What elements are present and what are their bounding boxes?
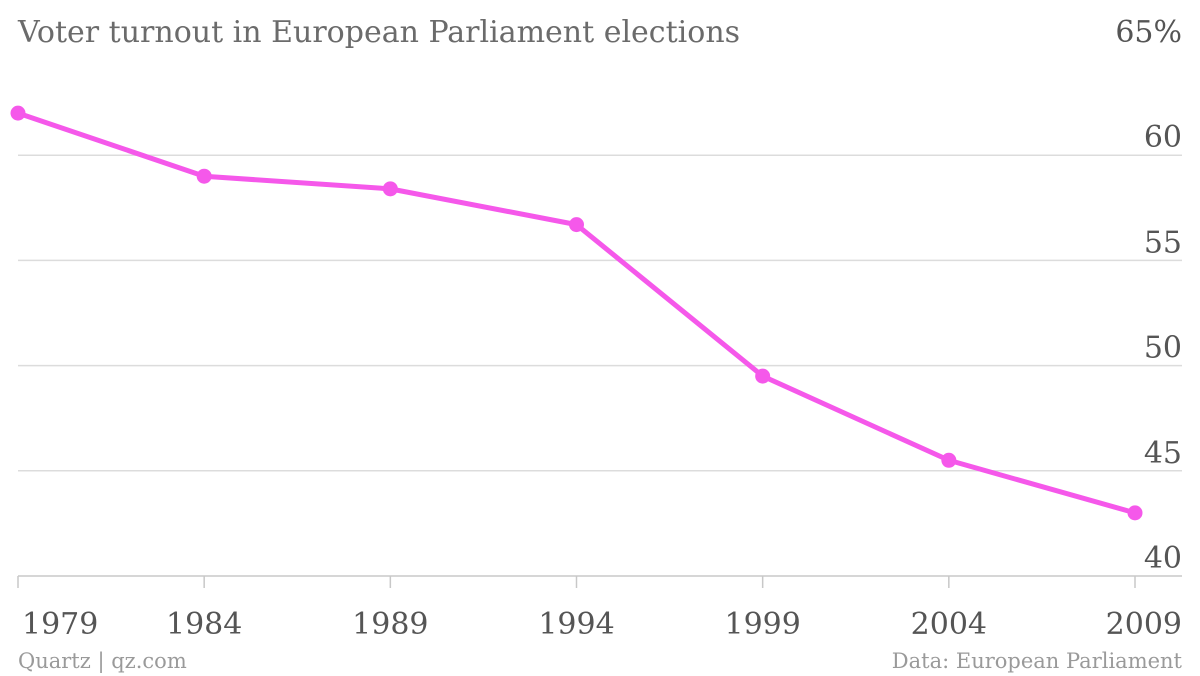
y-tick-label: 55	[1144, 225, 1182, 260]
x-tick-label: 1999	[724, 607, 800, 642]
data-source: Data: European Parliament	[892, 649, 1183, 673]
y-tick-label: 40	[1144, 541, 1182, 576]
x-tick-label: 2004	[911, 607, 987, 642]
x-tick-label: 1979	[22, 607, 98, 642]
data-point	[1127, 505, 1143, 521]
source-credit: Quartz | qz.com	[18, 649, 187, 674]
x-tick-label: 1994	[538, 607, 614, 642]
data-point	[382, 181, 398, 197]
y-tick-label: 60	[1144, 120, 1182, 155]
series-layer	[10, 105, 1143, 521]
chart-title: Voter turnout in European Parliament ele…	[17, 15, 740, 50]
axes: 65% 60 55 50 45 40 1979 1984 1989 1994 1999 2004 200…	[17, 15, 1182, 642]
y-tick-label: 65%	[1115, 15, 1182, 50]
data-point	[10, 105, 26, 121]
data-point	[941, 452, 957, 468]
y-tick-label: 45	[1144, 436, 1182, 471]
series-line	[15, 110, 1138, 516]
x-tick-label: 1984	[166, 607, 242, 642]
gridlines	[18, 154, 1182, 577]
x-tick-label: 1989	[352, 607, 428, 642]
data-point	[755, 368, 771, 384]
x-tick-label: 2009	[1106, 607, 1182, 642]
data-point	[196, 168, 212, 184]
data-point	[569, 217, 584, 233]
y-tick-label: 50	[1144, 331, 1182, 366]
